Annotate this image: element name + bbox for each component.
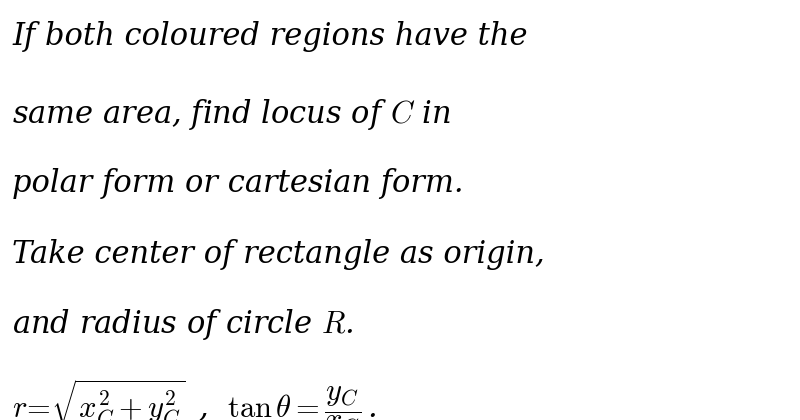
Text: Take center of rectangle as origin,: Take center of rectangle as origin,	[12, 239, 545, 270]
Text: and radius of circle $R$.: and radius of circle $R$.	[12, 307, 354, 341]
Text: polar form or cartesian form.: polar form or cartesian form.	[12, 168, 464, 199]
Text: $r\!=\!\sqrt{x_{C}^{2}+y_{C}^{2}}\,$ ,  $\tan\theta = \dfrac{y_{C}}{x_{C}}\,$.: $r\!=\!\sqrt{x_{C}^{2}+y_{C}^{2}}\,$ , $…	[12, 378, 377, 420]
Text: same area, find locus of $C$ in: same area, find locus of $C$ in	[12, 97, 451, 131]
Text: If both coloured regions have the: If both coloured regions have the	[12, 21, 527, 52]
